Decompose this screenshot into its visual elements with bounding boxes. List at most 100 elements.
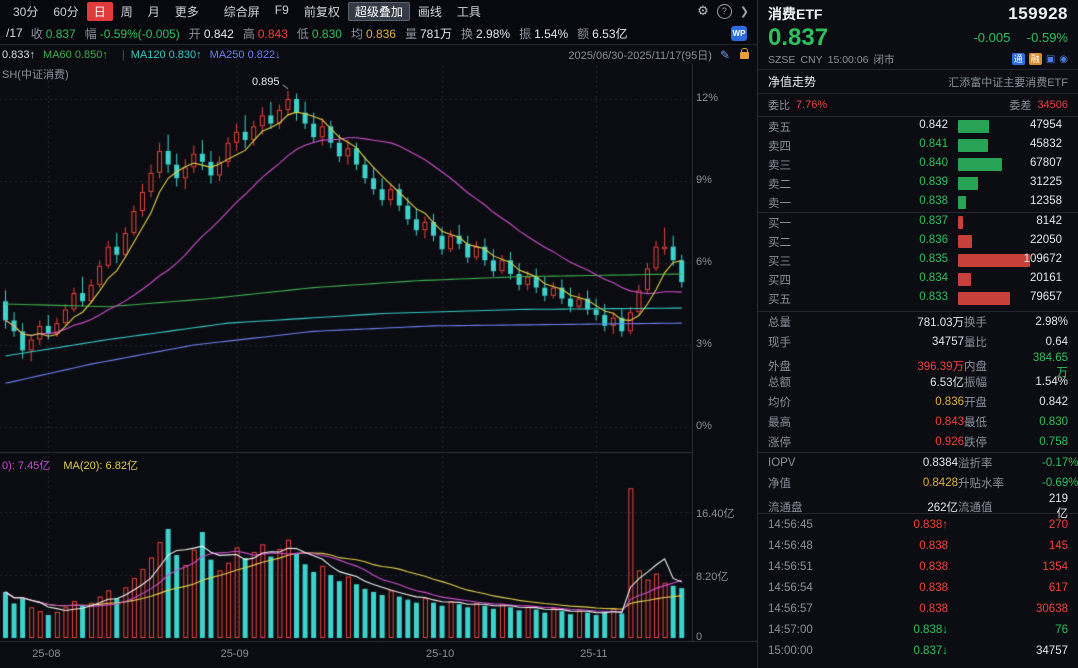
stat-row-均价: 均价 0.836 开盘 0.842 bbox=[768, 396, 1068, 409]
weibi-label: 委比 bbox=[768, 100, 790, 112]
weibi-row: 委比 7.76% 委差 34506 bbox=[758, 94, 1078, 116]
tool-button-综合屏[interactable]: 综合屏 bbox=[223, 4, 260, 19]
depth-bar bbox=[958, 254, 1030, 267]
quote-item-额: 额 6.53亿 bbox=[577, 26, 628, 41]
kline-chart-canvas[interactable] bbox=[0, 0, 757, 668]
panel-header: 消费ETF 159928 0.837 -0.005 -0.59% SZSE CNY… bbox=[758, 0, 1078, 67]
order-row-卖三[interactable]: 卖三 0.840 67807 bbox=[768, 157, 1062, 172]
tool-button-画线[interactable]: 画线 bbox=[417, 4, 442, 19]
tab-nav-trend[interactable]: 净值走势 bbox=[768, 75, 817, 89]
tick-row[interactable]: 14:56:45 0.838↑ 270 bbox=[768, 518, 1068, 531]
quote-item-均: 均 0.836 bbox=[350, 26, 396, 41]
order-row-卖四[interactable]: 卖四 0.841 45832 bbox=[768, 138, 1062, 153]
depth-bar bbox=[958, 177, 978, 190]
tong-tag-icon: 通 bbox=[1011, 53, 1025, 65]
ma-legend: 0.833↑ MA60 0.850↑ | MA120 0.830↑ MA250 … bbox=[2, 47, 755, 63]
quote-item-振: 振 1.54% bbox=[519, 26, 569, 41]
period-button-日[interactable]: 日 bbox=[86, 1, 113, 21]
x-axis-label: 25-11 bbox=[580, 648, 608, 660]
stat-row-流通盘: 流通盘 262亿 流通值 219亿 bbox=[768, 493, 1068, 520]
order-row-买二[interactable]: 买二 0.836 22050 bbox=[768, 234, 1062, 249]
quote-item-低: 低 0.830 bbox=[296, 26, 342, 41]
top-toolbar: 30分 60分日周月更多 综合屏 F9 前复权 超级叠加 画线 工具 ⚙ ? ❯ /17 收… bbox=[0, 0, 757, 45]
stat-row-净值: 净值 0.8428 升贴水率 -0.69% bbox=[768, 477, 1078, 490]
depth-bar bbox=[958, 120, 989, 133]
order-row-卖一[interactable]: 卖一 0.838 12358 bbox=[768, 195, 1062, 210]
gear-icon[interactable]: ⚙ bbox=[697, 3, 709, 18]
expand-chevron-icon[interactable]: ❯ bbox=[739, 5, 749, 18]
lock-icon[interactable] bbox=[740, 47, 749, 59]
tool-button-超级叠加[interactable]: 超级叠加 bbox=[347, 1, 410, 21]
ma120-legend-value: MA120 0.830↑ bbox=[130, 49, 202, 61]
period-button-30分[interactable]: 30分 bbox=[13, 4, 39, 19]
order-row-买四[interactable]: 买四 0.834 20161 bbox=[768, 272, 1062, 287]
tick-row[interactable]: 14:56:54 0.838 617 bbox=[768, 581, 1068, 594]
tick-row[interactable]: 14:57:00 0.838↓ 76 bbox=[768, 623, 1068, 636]
stat-row-IOPV: IOPV 0.8384 溢折率 -0.17% bbox=[768, 457, 1078, 470]
depth-bar bbox=[958, 235, 972, 248]
order-row-买五[interactable]: 买五 0.833 79657 bbox=[768, 291, 1062, 306]
period-button-月[interactable]: 月 bbox=[147, 4, 160, 19]
legend-separator: | bbox=[121, 49, 125, 61]
market-status: SZSE CNY 15:00:06 闭市 bbox=[768, 53, 895, 66]
chart-overlays: 0.833↑ MA60 0.850↑ | MA120 0.830↑ MA250 … bbox=[2, 47, 755, 660]
tick-row[interactable]: 14:56:51 0.838 1354 bbox=[768, 560, 1068, 573]
tool-button-工具[interactable]: 工具 bbox=[456, 4, 481, 19]
quote-item-高: 高 0.843 bbox=[242, 26, 288, 41]
price-change: -0.005 bbox=[973, 29, 1011, 45]
quote-item-换: 换 2.98% bbox=[461, 26, 511, 41]
depth-bar bbox=[958, 216, 963, 229]
date-prefix: /17 bbox=[6, 26, 23, 40]
stock-name: 消费ETF bbox=[768, 5, 823, 22]
x-axis-label: 25-09 bbox=[220, 648, 249, 660]
weicha-value: 34506 bbox=[1037, 99, 1068, 111]
order-row-买一[interactable]: 买一 0.837 8142 bbox=[768, 215, 1062, 230]
period-button-周[interactable]: 周 bbox=[120, 4, 133, 19]
period-button-更多[interactable]: 更多 bbox=[174, 4, 199, 19]
panel-nav-row: 净值走势 汇添富中证主要消费ETF bbox=[758, 69, 1078, 94]
ma20-legend-value: 0.833↑ bbox=[2, 49, 36, 61]
y-axis-label: 3% bbox=[696, 337, 712, 350]
stat-row-总量: 总量 781.03万 换手 2.98% bbox=[768, 316, 1068, 329]
depth-bar bbox=[958, 158, 1002, 171]
volume-axis-label: 8.20亿 bbox=[696, 571, 729, 584]
y-axis-label: 6% bbox=[696, 255, 712, 268]
order-row-卖二[interactable]: 卖二 0.839 31225 bbox=[768, 176, 1062, 191]
quote-item-收: 收 0.837 bbox=[30, 26, 76, 41]
depth-bar bbox=[958, 196, 966, 209]
order-row-卖五[interactable]: 卖五 0.842 47954 bbox=[768, 119, 1062, 134]
y-axis-label: 0% bbox=[696, 419, 712, 432]
wp-badge-icon[interactable]: WP bbox=[731, 25, 747, 41]
stat-row-最高: 最高 0.843 最低 0.830 bbox=[768, 416, 1068, 429]
stat-row-现手: 现手 34757 量比 0.64 bbox=[768, 336, 1068, 349]
toolbar-row-2: /17 收 0.837 幅 -0.59%(-0.005) 开 0.842 高 0.843 低 0.… bbox=[0, 22, 757, 44]
bid-order-book: 买一 0.837 8142 买二 0.836 22050 买三 0.835 109672 买四 0.… bbox=[758, 213, 1078, 308]
x-axis-label: 25-10 bbox=[426, 648, 455, 660]
iopv-block: IOPV 0.8384 溢折率 -0.17% 净值 0.8428 升贴水率 -0.69% 流通盘… bbox=[758, 453, 1078, 520]
quote-item-幅: 幅 -0.59%(-0.005) bbox=[84, 26, 180, 41]
tick-row[interactable]: 14:56:48 0.838 145 bbox=[768, 539, 1068, 552]
weicha-label: 委差 bbox=[1009, 100, 1032, 112]
period-button-60分[interactable]: 60分 bbox=[53, 4, 79, 19]
index-overlay-label: SH(中证消费) bbox=[2, 69, 69, 81]
help-icon[interactable]: ? bbox=[716, 3, 732, 19]
alert-icon[interactable]: ▣ bbox=[1045, 53, 1056, 65]
fund-full-name: 汇添富中证主要消费ETF bbox=[948, 76, 1068, 89]
edit-pencil-icon[interactable]: ✎ bbox=[719, 48, 730, 62]
quote-item-开: 开 0.842 bbox=[188, 26, 234, 41]
last-price: 0.837 bbox=[768, 23, 829, 51]
order-row-买三[interactable]: 买三 0.835 109672 bbox=[768, 253, 1062, 268]
tool-button-前复权[interactable]: 前复权 bbox=[303, 4, 340, 19]
quote-summary: 收 0.837 幅 -0.59%(-0.005) 开 0.842 高 0.843 低 0.830 均… bbox=[31, 25, 637, 42]
weibi-value: 7.76% bbox=[796, 99, 828, 111]
monitor-icon[interactable]: ◉ bbox=[1059, 53, 1068, 65]
volume-axis-label: 16.40亿 bbox=[696, 508, 735, 521]
toolbar-icons: ⚙ ? ❯ bbox=[697, 3, 757, 19]
volume-ma10-value: 0): 7.45亿 bbox=[2, 460, 51, 472]
tick-row[interactable]: 15:00:00 0.837↓ 34757 bbox=[768, 644, 1068, 657]
tool-button-F9[interactable]: F9 bbox=[274, 2, 289, 17]
quote-item-量: 量 781万 bbox=[404, 26, 453, 41]
tick-row[interactable]: 14:56:57 0.838 30638 bbox=[768, 602, 1068, 615]
period-switcher: 30分 60分日周月更多 bbox=[6, 1, 207, 21]
